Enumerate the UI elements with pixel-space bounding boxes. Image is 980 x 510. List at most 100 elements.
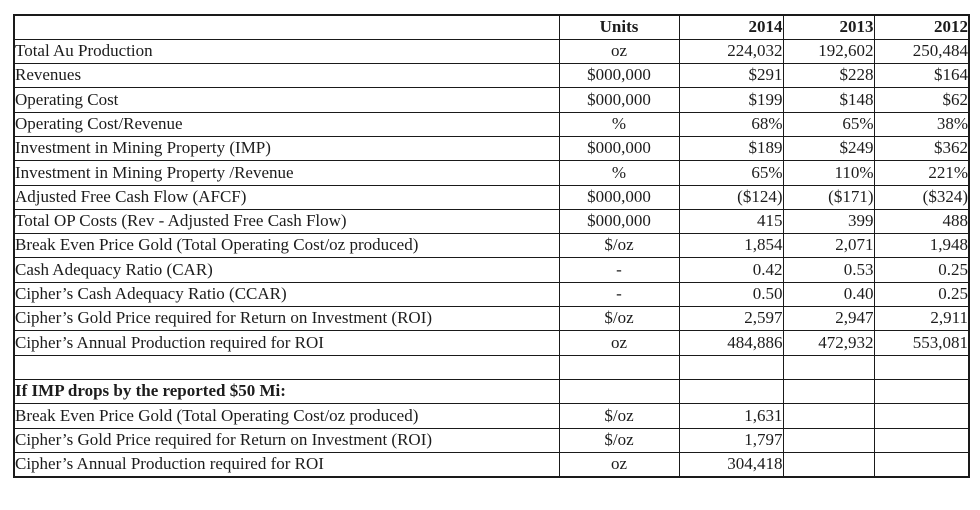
value-2012: 0.25 [873, 281, 970, 308]
value-2013 [782, 354, 875, 380]
value-2012: 250,484 [873, 38, 970, 65]
value-2013: 110% [782, 160, 875, 186]
value-2013: 65% [782, 111, 875, 137]
table-row: Revenues $000,000 $291 $228 $164 [13, 63, 970, 89]
unit-cell: $/oz [558, 403, 680, 429]
unit-cell: $/oz [558, 233, 680, 259]
value-2014: 484,886 [678, 330, 784, 356]
unit-cell [558, 378, 680, 405]
unit-cell: $/oz [558, 306, 680, 332]
table-row: Operating Cost $000,000 $199 $148 $62 [13, 87, 970, 113]
value-2012: 1,948 [873, 233, 970, 259]
value-2013: 399 [782, 208, 875, 235]
value-2013 [782, 378, 875, 405]
unit-cell: oz [558, 451, 680, 478]
row-label: Cipher’s Gold Price required for Return … [13, 427, 560, 453]
row-label: Revenues [13, 63, 560, 89]
value-2014: $189 [678, 135, 784, 162]
unit-cell: $000,000 [558, 63, 680, 89]
value-2012 [873, 378, 970, 405]
value-2012: 221% [873, 160, 970, 186]
value-2013 [782, 451, 875, 478]
table-row: Investment in Mining Property (IMP) $000… [13, 135, 970, 162]
value-2014: $199 [678, 87, 784, 113]
value-2012: 0.25 [873, 257, 970, 283]
table-row: Total Au Production oz 224,032 192,602 2… [13, 38, 970, 65]
table-row: Cipher’s Annual Production required for … [13, 451, 970, 478]
value-2013: 0.40 [782, 281, 875, 308]
table-row: Investment in Mining Property /Revenue %… [13, 160, 970, 186]
value-2014: 224,032 [678, 38, 784, 65]
value-2014: 1,797 [678, 427, 784, 453]
unit-cell: oz [558, 330, 680, 356]
value-2014: 68% [678, 111, 784, 137]
table-row: Cipher’s Cash Adequacy Ratio (CCAR) - 0.… [13, 281, 970, 308]
table-row: Break Even Price Gold (Total Operating C… [13, 403, 970, 429]
value-2012 [873, 427, 970, 453]
table-row: Cipher’s Annual Production required for … [13, 330, 970, 356]
value-2013: 2,071 [782, 233, 875, 259]
value-2014: 415 [678, 208, 784, 235]
value-2014: $291 [678, 63, 784, 89]
value-2013: $148 [782, 87, 875, 113]
col-header-2012: 2012 [873, 14, 970, 40]
spacer-row [13, 354, 970, 380]
unit-cell: % [558, 111, 680, 137]
unit-cell: $000,000 [558, 208, 680, 235]
table-row: Cipher’s Gold Price required for Return … [13, 306, 970, 332]
value-2013: 472,932 [782, 330, 875, 356]
row-label: Total Au Production [13, 38, 560, 65]
value-2014: 65% [678, 160, 784, 186]
row-label: Cash Adequacy Ratio (CAR) [13, 257, 560, 283]
header-row: Units 2014 2013 2012 [13, 14, 970, 40]
header-blank-cell [13, 14, 560, 40]
value-2014-negative: ($124) [678, 184, 784, 210]
value-2014 [678, 378, 784, 405]
unit-cell: $/oz [558, 427, 680, 453]
row-label: Break Even Price Gold (Total Operating C… [13, 403, 560, 429]
value-2014: 1,854 [678, 233, 784, 259]
value-2012: 38% [873, 111, 970, 137]
unit-cell: - [558, 257, 680, 283]
table-row: Operating Cost/Revenue % 68% 65% 38% [13, 111, 970, 137]
value-2012: $62 [873, 87, 970, 113]
value-2012 [873, 354, 970, 380]
value-2013 [782, 403, 875, 429]
table-row-negative-afcf: Adjusted Free Cash Flow (AFCF) $000,000 … [13, 184, 970, 210]
row-label: Cipher’s Annual Production required for … [13, 451, 560, 478]
value-2012: 2,911 [873, 306, 970, 332]
unit-cell: $000,000 [558, 87, 680, 113]
row-label: Cipher’s Annual Production required for … [13, 330, 560, 356]
row-label: Operating Cost [13, 87, 560, 113]
value-2012 [873, 403, 970, 429]
col-header-2013: 2013 [782, 14, 875, 40]
unit-cell: $000,000 [558, 135, 680, 162]
table-row: Break Even Price Gold (Total Operating C… [13, 233, 970, 259]
row-label: Operating Cost/Revenue [13, 111, 560, 137]
row-label: Cipher’s Gold Price required for Return … [13, 306, 560, 332]
table-row: Cash Adequacy Ratio (CAR) - 0.42 0.53 0.… [13, 257, 970, 283]
unit-cell: $000,000 [558, 184, 680, 210]
value-2012: $362 [873, 135, 970, 162]
gold-production-financials-table: Units 2014 2013 2012 Total Au Production… [13, 14, 970, 478]
value-2013: 0.53 [782, 257, 875, 283]
section-header-row: If IMP drops by the reported $50 Mi: [13, 378, 970, 405]
row-label: Total OP Costs (Rev - Adjusted Free Cash… [13, 208, 560, 235]
value-2014: 1,631 [678, 403, 784, 429]
value-2014: 304,418 [678, 451, 784, 478]
value-2013: $249 [782, 135, 875, 162]
value-2014: 0.50 [678, 281, 784, 308]
value-2012-negative: ($324) [873, 184, 970, 210]
unit-cell: - [558, 281, 680, 308]
table-row: Total OP Costs (Rev - Adjusted Free Cash… [13, 208, 970, 235]
table-row: Cipher’s Gold Price required for Return … [13, 427, 970, 453]
value-2013: 2,947 [782, 306, 875, 332]
value-2014 [678, 354, 784, 380]
section-title: If IMP drops by the reported $50 Mi: [13, 378, 560, 405]
value-2014: 2,597 [678, 306, 784, 332]
row-label: Adjusted Free Cash Flow (AFCF) [13, 184, 560, 210]
row-label: Investment in Mining Property (IMP) [13, 135, 560, 162]
col-header-2014: 2014 [678, 14, 784, 40]
row-label: Cipher’s Cash Adequacy Ratio (CCAR) [13, 281, 560, 308]
